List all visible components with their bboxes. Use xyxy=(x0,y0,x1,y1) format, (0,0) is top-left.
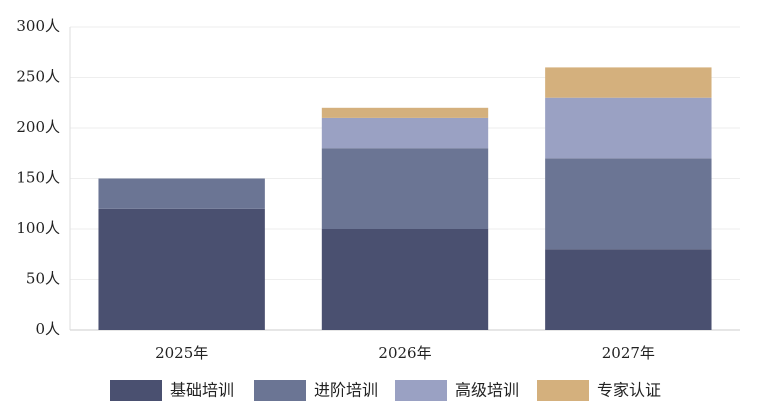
bar-segment xyxy=(321,229,489,330)
bar-segment xyxy=(98,178,265,209)
y-tick-label: 100人 xyxy=(16,219,60,237)
legend-label: 高级培训 xyxy=(455,381,519,400)
y-tick-label: 150人 xyxy=(16,169,60,187)
bar-segment xyxy=(545,67,712,98)
bar-segment xyxy=(98,208,265,330)
legend-label: 专家认证 xyxy=(597,381,661,400)
legend: 基础培训 进阶培训 高级培训 专家认证 xyxy=(110,380,661,401)
x-tick-label: 2027年 xyxy=(602,344,655,362)
legend-label: 进阶培训 xyxy=(314,381,378,400)
x-tick-label: 2025年 xyxy=(155,344,208,362)
bar-segment xyxy=(545,249,712,330)
y-tick-label: 300人 xyxy=(16,17,60,35)
y-tick-label: 50人 xyxy=(26,270,60,288)
legend-swatch xyxy=(537,380,589,401)
legend-swatch xyxy=(395,380,447,401)
bar-segment xyxy=(321,107,489,118)
bar-segment xyxy=(321,148,489,229)
bar-segment xyxy=(545,97,712,159)
x-tick-label: 2026年 xyxy=(378,344,431,362)
bar-segment xyxy=(321,117,489,149)
bar-segment xyxy=(545,158,712,250)
legend-swatch xyxy=(110,380,162,401)
y-tick-label: 0人 xyxy=(35,320,60,338)
y-tick-label: 200人 xyxy=(16,118,60,136)
y-tick-label: 250人 xyxy=(16,68,60,86)
legend-label: 基础培训 xyxy=(170,381,234,400)
legend-swatch xyxy=(254,380,306,401)
